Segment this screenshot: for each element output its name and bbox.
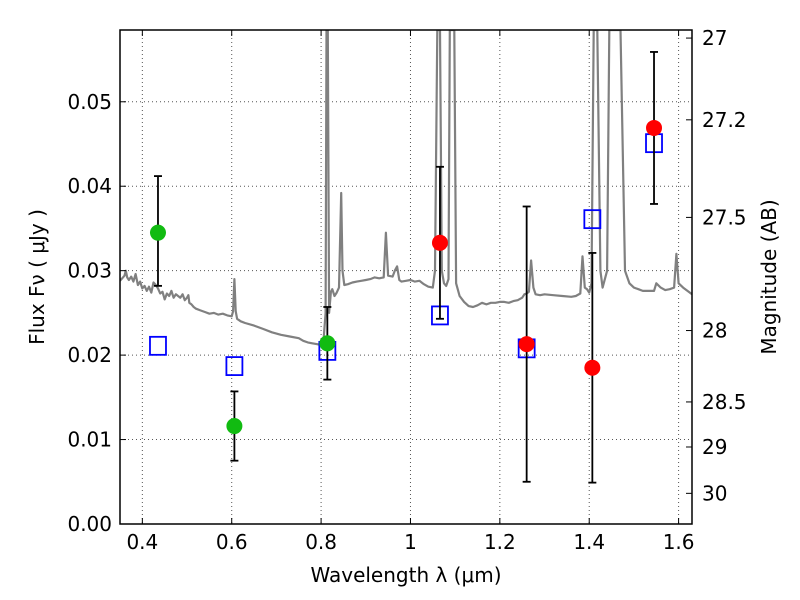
observed-point — [319, 335, 336, 352]
observed-point — [584, 359, 601, 376]
model-box — [149, 335, 167, 356]
spectrum-layer — [120, 30, 692, 347]
y-tick-label: 0.02 — [67, 343, 112, 367]
x-tick-label: 1 — [404, 530, 417, 554]
observed-point — [431, 234, 448, 251]
right-tick-label: 29 — [702, 435, 727, 459]
observed-point — [149, 224, 166, 241]
model-box — [225, 356, 244, 376]
grid-lines — [120, 30, 692, 524]
x-tick-label: 1.2 — [484, 530, 516, 554]
ticks-layer — [120, 30, 692, 525]
x-tick-label: 0.8 — [305, 530, 337, 554]
y-tick-label: 0.03 — [67, 259, 112, 283]
x-tick-label: 1.6 — [663, 530, 695, 554]
spectrum-line — [120, 30, 692, 347]
x-tick-label: 0.4 — [126, 530, 158, 554]
plot-frame — [119, 29, 693, 525]
observed-point — [518, 336, 535, 353]
x-tick-label: 0.6 — [216, 530, 248, 554]
y-tick-label: 0.05 — [67, 90, 112, 114]
model-box — [583, 209, 602, 230]
right-tick-label: 27.5 — [702, 205, 747, 229]
y-tick-label: 0.04 — [67, 174, 112, 198]
x-axis-label: Wavelength λ (μm) — [310, 563, 501, 587]
tick-labels-layer: 0.4 0.6 0.8 1 1.2 1.4 1.6 0.00 0.01 0.02 0.03 0.04 0… — [67, 26, 746, 554]
observed-point — [226, 418, 243, 435]
right-tick-label: 30 — [702, 481, 727, 505]
right-tick-label: 28.5 — [702, 390, 747, 414]
right-tick-label: 27 — [702, 26, 727, 50]
y-axis-label: Flux Fν ( μJy ) — [25, 209, 49, 345]
x-tick-label: 1.4 — [573, 530, 605, 554]
y-tick-label: 0.00 — [67, 512, 112, 536]
right-axis-label: Magnitude (AB) — [757, 199, 781, 354]
right-tick-label: 27.2 — [702, 108, 747, 132]
observed-point — [646, 119, 663, 136]
right-tick-label: 28 — [702, 319, 727, 343]
markers-layer — [149, 51, 663, 484]
y-tick-label: 0.01 — [67, 428, 112, 452]
